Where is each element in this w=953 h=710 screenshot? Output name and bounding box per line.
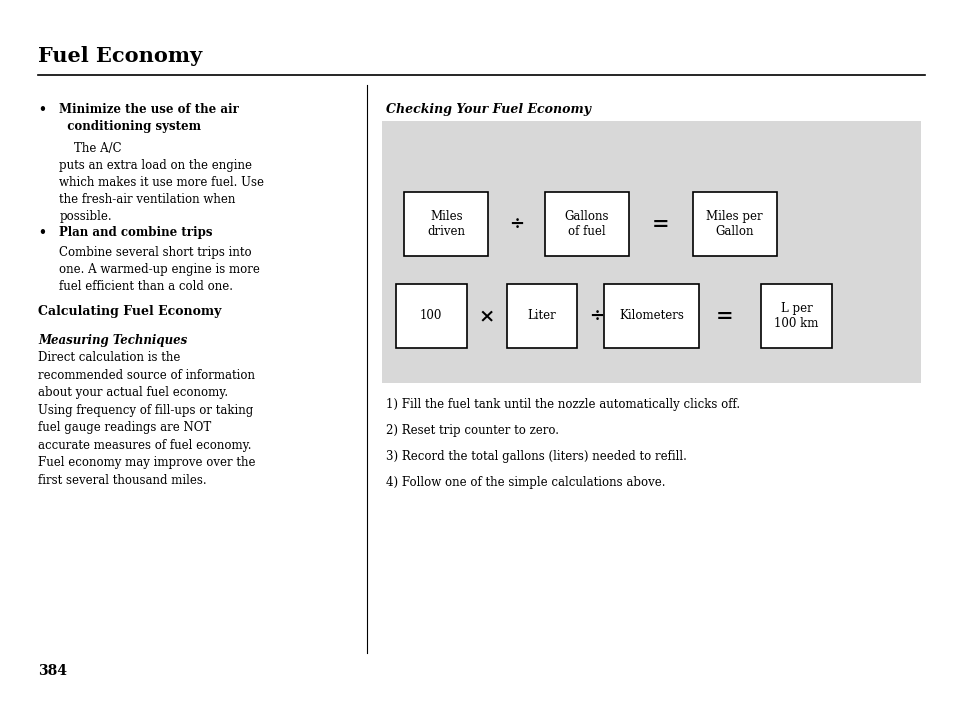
FancyBboxPatch shape (381, 121, 920, 383)
Text: Gallons
of fuel: Gallons of fuel (564, 209, 608, 238)
Text: =: = (715, 306, 732, 326)
Text: 2) Reset trip counter to zero.: 2) Reset trip counter to zero. (386, 424, 558, 437)
Text: Plan and combine trips: Plan and combine trips (59, 226, 213, 239)
FancyBboxPatch shape (544, 192, 628, 256)
Text: L per
100 km: L per 100 km (774, 302, 818, 330)
Text: Miles
driven: Miles driven (427, 209, 465, 238)
Text: =: = (651, 214, 669, 234)
Text: Calculating Fuel Economy: Calculating Fuel Economy (38, 305, 221, 318)
Text: Measuring Techniques: Measuring Techniques (38, 334, 187, 346)
Text: Fuel Economy: Fuel Economy (38, 46, 202, 66)
Text: Checking Your Fuel Economy: Checking Your Fuel Economy (386, 103, 591, 116)
Text: •: • (38, 103, 46, 116)
FancyBboxPatch shape (506, 284, 577, 348)
FancyBboxPatch shape (404, 192, 488, 256)
Text: ÷: ÷ (509, 214, 523, 233)
Text: Liter: Liter (527, 310, 556, 322)
Text: Combine several short trips into
one. A warmed-up engine is more
fuel efficient : Combine several short trips into one. A … (59, 246, 260, 293)
Text: ÷: ÷ (589, 307, 603, 325)
Text: 4) Follow one of the simple calculations above.: 4) Follow one of the simple calculations… (386, 476, 665, 489)
FancyBboxPatch shape (604, 284, 698, 348)
FancyBboxPatch shape (692, 192, 776, 256)
Text: Minimize the use of the air
  conditioning system: Minimize the use of the air conditioning… (59, 103, 239, 133)
Text: •: • (38, 226, 46, 239)
Text: ×: × (477, 307, 495, 325)
Text: Direct calculation is the
recommended source of information
about your actual fu: Direct calculation is the recommended so… (38, 351, 255, 487)
Text: Miles per
Gallon: Miles per Gallon (705, 209, 762, 238)
Text: 384: 384 (38, 664, 67, 678)
Text: 3) Record the total gallons (liters) needed to refill.: 3) Record the total gallons (liters) nee… (386, 450, 686, 463)
Text: The A/C
puts an extra load on the engine
which makes it use more fuel. Use
the f: The A/C puts an extra load on the engine… (59, 142, 264, 223)
FancyBboxPatch shape (760, 284, 831, 348)
Text: 100: 100 (419, 310, 442, 322)
Text: Kilometers: Kilometers (618, 310, 683, 322)
FancyBboxPatch shape (395, 284, 466, 348)
Text: 1) Fill the fuel tank until the nozzle automatically clicks off.: 1) Fill the fuel tank until the nozzle a… (386, 398, 740, 410)
